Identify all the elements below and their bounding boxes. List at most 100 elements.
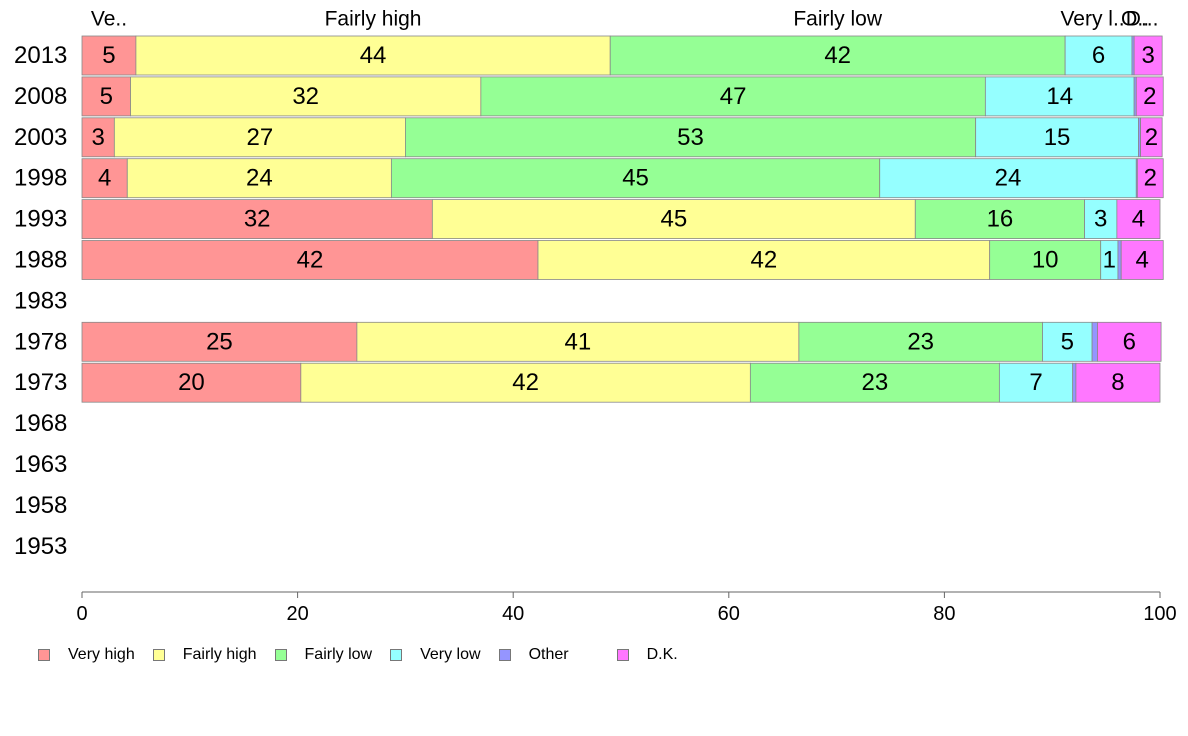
data-label-1998-very-high: 4 <box>98 165 111 192</box>
y-tick-label-2013: 2013 <box>14 42 67 69</box>
bar-2003-d-k <box>1140 117 1163 158</box>
y-tick-label-2003: 2003 <box>14 124 67 151</box>
data-label-1973-d-k: 8 <box>1111 369 1124 396</box>
legend-swatch-fairly-low <box>274 649 287 661</box>
x-tick-label-80: 80 <box>933 603 955 625</box>
bar-1973-very-high <box>81 362 302 403</box>
data-label-1988-very-high: 42 <box>297 247 324 274</box>
data-label-2003-very-low: 15 <box>1044 124 1071 151</box>
legend-item-very-high: Very high <box>38 646 135 664</box>
data-label-2008-very-high: 5 <box>100 83 113 110</box>
bar-1998-fairly-low <box>390 158 881 199</box>
data-label-1978-very-low: 5 <box>1061 328 1074 355</box>
bar-2003-fairly-low <box>404 117 977 158</box>
data-label-1988-d-k: 4 <box>1136 247 1149 274</box>
legend-item-very-low: Very low <box>390 646 481 664</box>
legend-label-very-high: Very high <box>68 646 135 663</box>
top-label-1: Fairly high <box>325 8 422 31</box>
data-label-2008-fairly-low: 47 <box>720 83 747 110</box>
bar-2008-d-k <box>1135 76 1164 117</box>
y-tick-label-1978: 1978 <box>14 328 67 355</box>
bar-1978-d-k <box>1097 321 1162 362</box>
bar-2008-fairly-low <box>480 76 986 117</box>
bar-1993-d-k <box>1116 199 1161 240</box>
data-label-1993-d-k: 4 <box>1132 206 1145 233</box>
data-label-2013-very-low: 6 <box>1092 42 1105 69</box>
top-label-4: O.. <box>1121 8 1149 31</box>
legend-label-other: Other <box>528 646 569 663</box>
data-label-1988-fairly-low: 10 <box>1032 247 1059 274</box>
bar-1993-fairly-low <box>914 199 1085 240</box>
legend-label-fairly-high: Fairly high <box>182 646 257 663</box>
legend-label-fairly-low: Fairly low <box>304 646 373 663</box>
data-label-1993-fairly-high: 45 <box>660 206 687 233</box>
data-label-1973-very-low: 7 <box>1029 369 1042 396</box>
bar-1978-other <box>1091 321 1098 362</box>
data-label-2003-fairly-high: 27 <box>247 124 274 151</box>
legend: Very high Fairly high Fairly low Very low Ot… <box>38 646 696 664</box>
data-label-1993-very-low: 3 <box>1094 206 1107 233</box>
bars: 5 44 42 6 35 32 47 14 23 27 53 15 24 24 45 24 232 45 16 3 44… <box>81 35 1164 403</box>
data-label-1973-very-high: 20 <box>178 369 205 396</box>
y-tick-label-2008: 2008 <box>14 83 67 110</box>
data-label-2013-fairly-high: 44 <box>360 42 387 69</box>
x-axis: 0 20 40 60 80 100 <box>76 591 1177 625</box>
y-tick-label-1998: 1998 <box>14 165 67 192</box>
data-label-1998-fairly-low: 45 <box>622 165 649 192</box>
data-label-2003-very-high: 3 <box>91 124 104 151</box>
data-label-2013-fairly-low: 42 <box>824 42 851 69</box>
data-label-1998-very-low: 24 <box>995 165 1022 192</box>
bar-2008-very-high <box>81 76 131 117</box>
data-label-1978-fairly-low: 23 <box>907 328 934 355</box>
y-tick-label-1988: 1988 <box>14 247 67 274</box>
bar-1988-d-k <box>1120 240 1164 280</box>
legend-swatch-fairly-high <box>152 649 165 661</box>
data-label-1993-fairly-low: 16 <box>987 206 1014 233</box>
legend-item-fairly-low: Fairly low <box>274 646 373 664</box>
top-labels: Ve.. Fairly high Fairly low Very l..O..D... <box>91 8 1159 31</box>
data-label-2013-d-k: 3 <box>1141 42 1154 69</box>
bar-1993-fairly-high <box>431 199 916 240</box>
y-tick-label-1968: 1968 <box>14 410 67 437</box>
data-label-1978-d-k: 6 <box>1123 328 1136 355</box>
bar-1973-other <box>1072 362 1077 403</box>
legend-swatch-very-low <box>390 649 403 661</box>
bar-1998-very-low <box>879 158 1137 199</box>
data-label-1978-very-high: 25 <box>206 328 233 355</box>
bar-2008-very-low <box>984 76 1135 117</box>
y-tick-label-1993: 1993 <box>14 206 67 233</box>
x-tick-label-20: 20 <box>286 603 308 625</box>
bar-1998-very-high <box>81 158 128 199</box>
data-label-2008-fairly-high: 32 <box>292 83 319 110</box>
bar-1973-d-k <box>1075 362 1161 403</box>
bar-1993-very-low <box>1084 199 1118 240</box>
legend-item-other: Other <box>498 646 599 664</box>
bar-1973-fairly-low <box>749 362 1000 403</box>
legend-swatch-other <box>498 649 511 661</box>
bar-1988-fairly-low <box>989 240 1102 280</box>
legend-swatch-d-k <box>616 649 629 661</box>
data-label-2008-d-k: 2 <box>1143 83 1156 110</box>
bar-1988-very-high <box>81 240 539 280</box>
bar-1973-fairly-high <box>300 362 751 403</box>
data-label-1993-very-high: 32 <box>244 206 271 233</box>
y-axis-labels: 2013 2008 2003 1998 1993 1988 1983 1978 1973 1968… <box>14 42 67 560</box>
y-tick-label-1963: 1963 <box>14 451 67 478</box>
y-tick-label-1983: 1983 <box>14 287 67 314</box>
data-label-1978-fairly-high: 41 <box>565 328 592 355</box>
top-label-5: D... <box>1126 8 1159 31</box>
top-label-3: Very l.. <box>1060 8 1124 31</box>
data-label-1998-d-k: 2 <box>1144 165 1157 192</box>
x-tick-label-60: 60 <box>718 603 740 625</box>
data-label-2013-very-high: 5 <box>102 42 115 69</box>
top-label-0: Ve.. <box>91 8 127 31</box>
legend-swatch-very-high <box>38 649 50 661</box>
bar-1993-very-high <box>81 199 433 240</box>
top-label-2: Fairly low <box>793 8 883 31</box>
data-label-2008-very-low: 14 <box>1046 83 1073 110</box>
bar-1973-very-low <box>998 362 1074 403</box>
data-label-1973-fairly-low: 23 <box>862 369 889 396</box>
bar-1998-fairly-high <box>126 158 392 199</box>
y-tick-label-1953: 1953 <box>14 533 67 560</box>
